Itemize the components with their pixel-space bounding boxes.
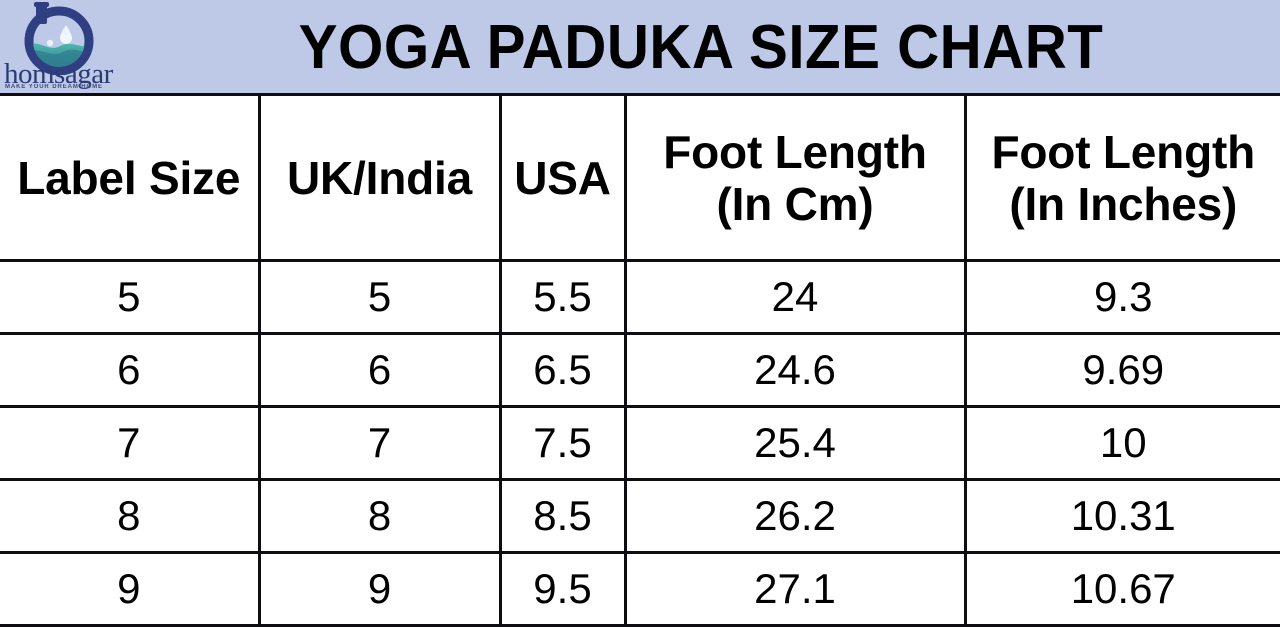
- cell-foot-length-inches: 10.31: [965, 480, 1280, 553]
- table-row: 7 7 7.5 25.4 10: [0, 407, 1280, 480]
- cell-uk-india: 6: [259, 334, 500, 407]
- size-chart-table: Label Size UK/India USA Foot Length (In …: [0, 96, 1280, 627]
- table-row: 9 9 9.5 27.1 10.67: [0, 553, 1280, 626]
- cell-foot-length-inches: 10: [965, 407, 1280, 480]
- chart-title: YOGA PADUKA SIZE CHART: [132, 0, 1280, 96]
- header-line-1: UK/India: [261, 152, 499, 204]
- cell-foot-length-inches: 9.3: [965, 261, 1280, 334]
- column-header-label-size: Label Size: [0, 96, 259, 261]
- header-line-2: (In Inches): [967, 178, 1280, 230]
- column-header-foot-length-inches: Foot Length (In Inches): [965, 96, 1280, 261]
- header-row: Label Size UK/India USA Foot Length (In …: [0, 96, 1280, 261]
- header-line-1: Foot Length: [627, 126, 964, 178]
- cell-label-size: 9: [0, 553, 259, 626]
- cell-usa: 8.5: [500, 480, 625, 553]
- cell-label-size: 7: [0, 407, 259, 480]
- cell-foot-length-cm: 24.6: [625, 334, 965, 407]
- header-line-1: Label Size: [0, 152, 258, 204]
- chart-header-banner: homsagar MAKE YOUR DREAM HOME YOGA PADUK…: [0, 0, 1280, 96]
- cell-foot-length-inches: 10.67: [965, 553, 1280, 626]
- cell-label-size: 8: [0, 480, 259, 553]
- table-row: 8 8 8.5 26.2 10.31: [0, 480, 1280, 553]
- table-body: 5 5 5.5 24 9.3 6 6 6.5 24.6 9.69 7 7 7.5…: [0, 261, 1280, 626]
- table-row: 5 5 5.5 24 9.3: [0, 261, 1280, 334]
- cell-usa: 7.5: [500, 407, 625, 480]
- column-header-foot-length-cm: Foot Length (In Cm): [625, 96, 965, 261]
- cell-usa: 5.5: [500, 261, 625, 334]
- header-line-1: Foot Length: [967, 126, 1280, 178]
- cell-usa: 6.5: [500, 334, 625, 407]
- cell-uk-india: 5: [259, 261, 500, 334]
- cell-foot-length-cm: 27.1: [625, 553, 965, 626]
- header-line-1: USA: [502, 152, 624, 204]
- cell-uk-india: 7: [259, 407, 500, 480]
- cell-foot-length-cm: 25.4: [625, 407, 965, 480]
- column-header-usa: USA: [500, 96, 625, 261]
- brand-tagline: MAKE YOUR DREAM HOME: [5, 84, 131, 91]
- column-header-uk-india: UK/India: [259, 96, 500, 261]
- cell-label-size: 5: [0, 261, 259, 334]
- cell-label-size: 6: [0, 334, 259, 407]
- cell-uk-india: 8: [259, 480, 500, 553]
- header-line-2: (In Cm): [627, 178, 964, 230]
- brand-logo[interactable]: homsagar MAKE YOUR DREAM HOME: [4, 0, 132, 96]
- cell-foot-length-cm: 24: [625, 261, 965, 334]
- chart-title-text: YOGA PADUKA SIZE CHART: [299, 17, 1104, 79]
- cell-uk-india: 9: [259, 553, 500, 626]
- table-header: Label Size UK/India USA Foot Length (In …: [0, 96, 1280, 261]
- cell-usa: 9.5: [500, 553, 625, 626]
- table-row: 6 6 6.5 24.6 9.69: [0, 334, 1280, 407]
- cell-foot-length-cm: 26.2: [625, 480, 965, 553]
- cell-foot-length-inches: 9.69: [965, 334, 1280, 407]
